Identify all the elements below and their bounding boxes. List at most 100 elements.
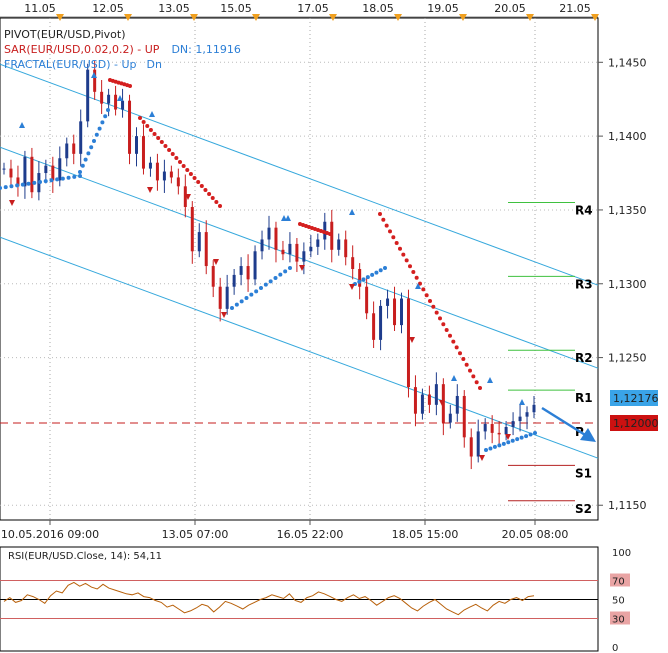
sar-dot — [26, 181, 31, 186]
sar-dot — [448, 333, 452, 338]
sar-dot — [203, 188, 208, 192]
rsi-bands — [0, 580, 598, 619]
fractal-up-icon — [19, 122, 25, 128]
candle-body — [51, 165, 55, 181]
top-date-label: 15.05 — [220, 2, 252, 15]
candle-body — [197, 232, 201, 252]
sar-dot — [497, 443, 502, 448]
sar-dot — [524, 434, 529, 439]
legend-fractal-dn: Dn — [147, 58, 162, 71]
sar-dot — [167, 148, 172, 152]
sar-dot — [185, 168, 190, 172]
top-date-label: 11.05 — [24, 2, 56, 15]
sar-dot — [370, 272, 375, 277]
rsi-axis: 100 70 50 30 0 — [610, 548, 631, 653]
sar-dot — [454, 345, 459, 350]
pivot-level-label: R4 — [575, 204, 593, 218]
main-plot-frame — [0, 17, 599, 521]
sar-dot — [192, 176, 197, 180]
sar-dot — [230, 306, 234, 310]
sar-dot — [414, 275, 419, 280]
candle-body — [204, 232, 208, 267]
sar-dot — [506, 440, 511, 445]
price-label: 1,1250 — [608, 352, 647, 365]
fractal-up-icon — [415, 283, 421, 289]
sar-dot — [181, 164, 186, 168]
sar-dot — [519, 435, 524, 440]
date-label: 20.05 08:00 — [502, 528, 569, 541]
sar-dot — [97, 126, 102, 131]
candle-body — [288, 243, 292, 255]
bottom-date-axis: 10.05.2016 09:00 13.05 07:00 16.05 22:00 18… — [1, 520, 568, 541]
sar-dot — [145, 124, 150, 128]
fractal-down-icon — [409, 337, 415, 343]
sar-dot — [408, 264, 412, 269]
candle-body — [23, 156, 27, 187]
sar-dot — [328, 232, 332, 236]
sar-dot — [86, 151, 91, 156]
candle-body — [455, 395, 459, 414]
sar-dot — [378, 212, 382, 216]
current-price-box — [610, 390, 658, 406]
sar-dot — [361, 277, 366, 282]
candle-body — [476, 431, 480, 457]
candle-body — [358, 269, 362, 287]
sar-dot — [391, 235, 396, 240]
sar-dot — [515, 437, 520, 442]
candle-body — [393, 298, 397, 326]
candle-body — [141, 136, 145, 169]
candle-body — [211, 266, 215, 287]
sar-dot — [424, 293, 429, 298]
top-date-label: 13.05 — [158, 2, 190, 15]
sar-dot — [43, 179, 48, 184]
fractal-down-icon — [479, 455, 485, 461]
candle-body — [337, 239, 341, 250]
sar-dot — [49, 178, 54, 183]
fractal-up-icon — [281, 215, 287, 221]
candle-body — [128, 100, 132, 154]
price-label: 1,1300 — [608, 278, 647, 291]
sar-dot — [357, 279, 362, 284]
sar-dot — [273, 276, 278, 280]
sar-dot — [218, 204, 222, 208]
sar-dot — [263, 282, 268, 287]
candle-body — [260, 239, 264, 252]
candle-body — [190, 206, 194, 252]
candle-body — [114, 94, 118, 110]
sar-dot — [510, 438, 515, 443]
candle-body — [420, 394, 424, 414]
fractal-down-icon — [505, 434, 511, 440]
sar-dot — [152, 132, 157, 136]
candle-body — [65, 143, 69, 159]
sar-series — [0, 78, 537, 452]
event-marker-icon — [252, 14, 260, 21]
sar-dot — [60, 176, 65, 181]
sar-dot — [207, 192, 212, 196]
rsi-label-bg — [610, 611, 630, 625]
fractal-down-icon — [213, 259, 219, 265]
fractal-down-icon — [147, 187, 153, 193]
candle-body — [162, 171, 166, 181]
sar-dot — [461, 357, 466, 361]
sar-dot — [268, 279, 273, 284]
channel-line — [0, 146, 599, 369]
legend-pivot: PIVOT(EUR/USD,Pivot) — [4, 28, 126, 41]
candle-body — [225, 286, 229, 309]
sar-dot — [421, 287, 426, 292]
sar-dot — [533, 431, 537, 435]
candle-body — [86, 69, 90, 122]
current-price-label: 1,12176 — [613, 392, 659, 405]
candle-body — [483, 424, 487, 432]
candle-body — [462, 395, 466, 438]
event-marker-icon — [56, 14, 64, 21]
candle-body — [302, 251, 306, 262]
event-marker-icon — [124, 14, 132, 21]
event-marker-icon — [526, 14, 534, 21]
candle-body — [372, 313, 376, 340]
candle-body — [351, 257, 355, 269]
sar-dot — [278, 272, 283, 277]
candle-body — [400, 298, 403, 326]
sar-dot — [100, 120, 105, 125]
sar-dot — [388, 229, 392, 234]
candle-body — [330, 221, 334, 250]
